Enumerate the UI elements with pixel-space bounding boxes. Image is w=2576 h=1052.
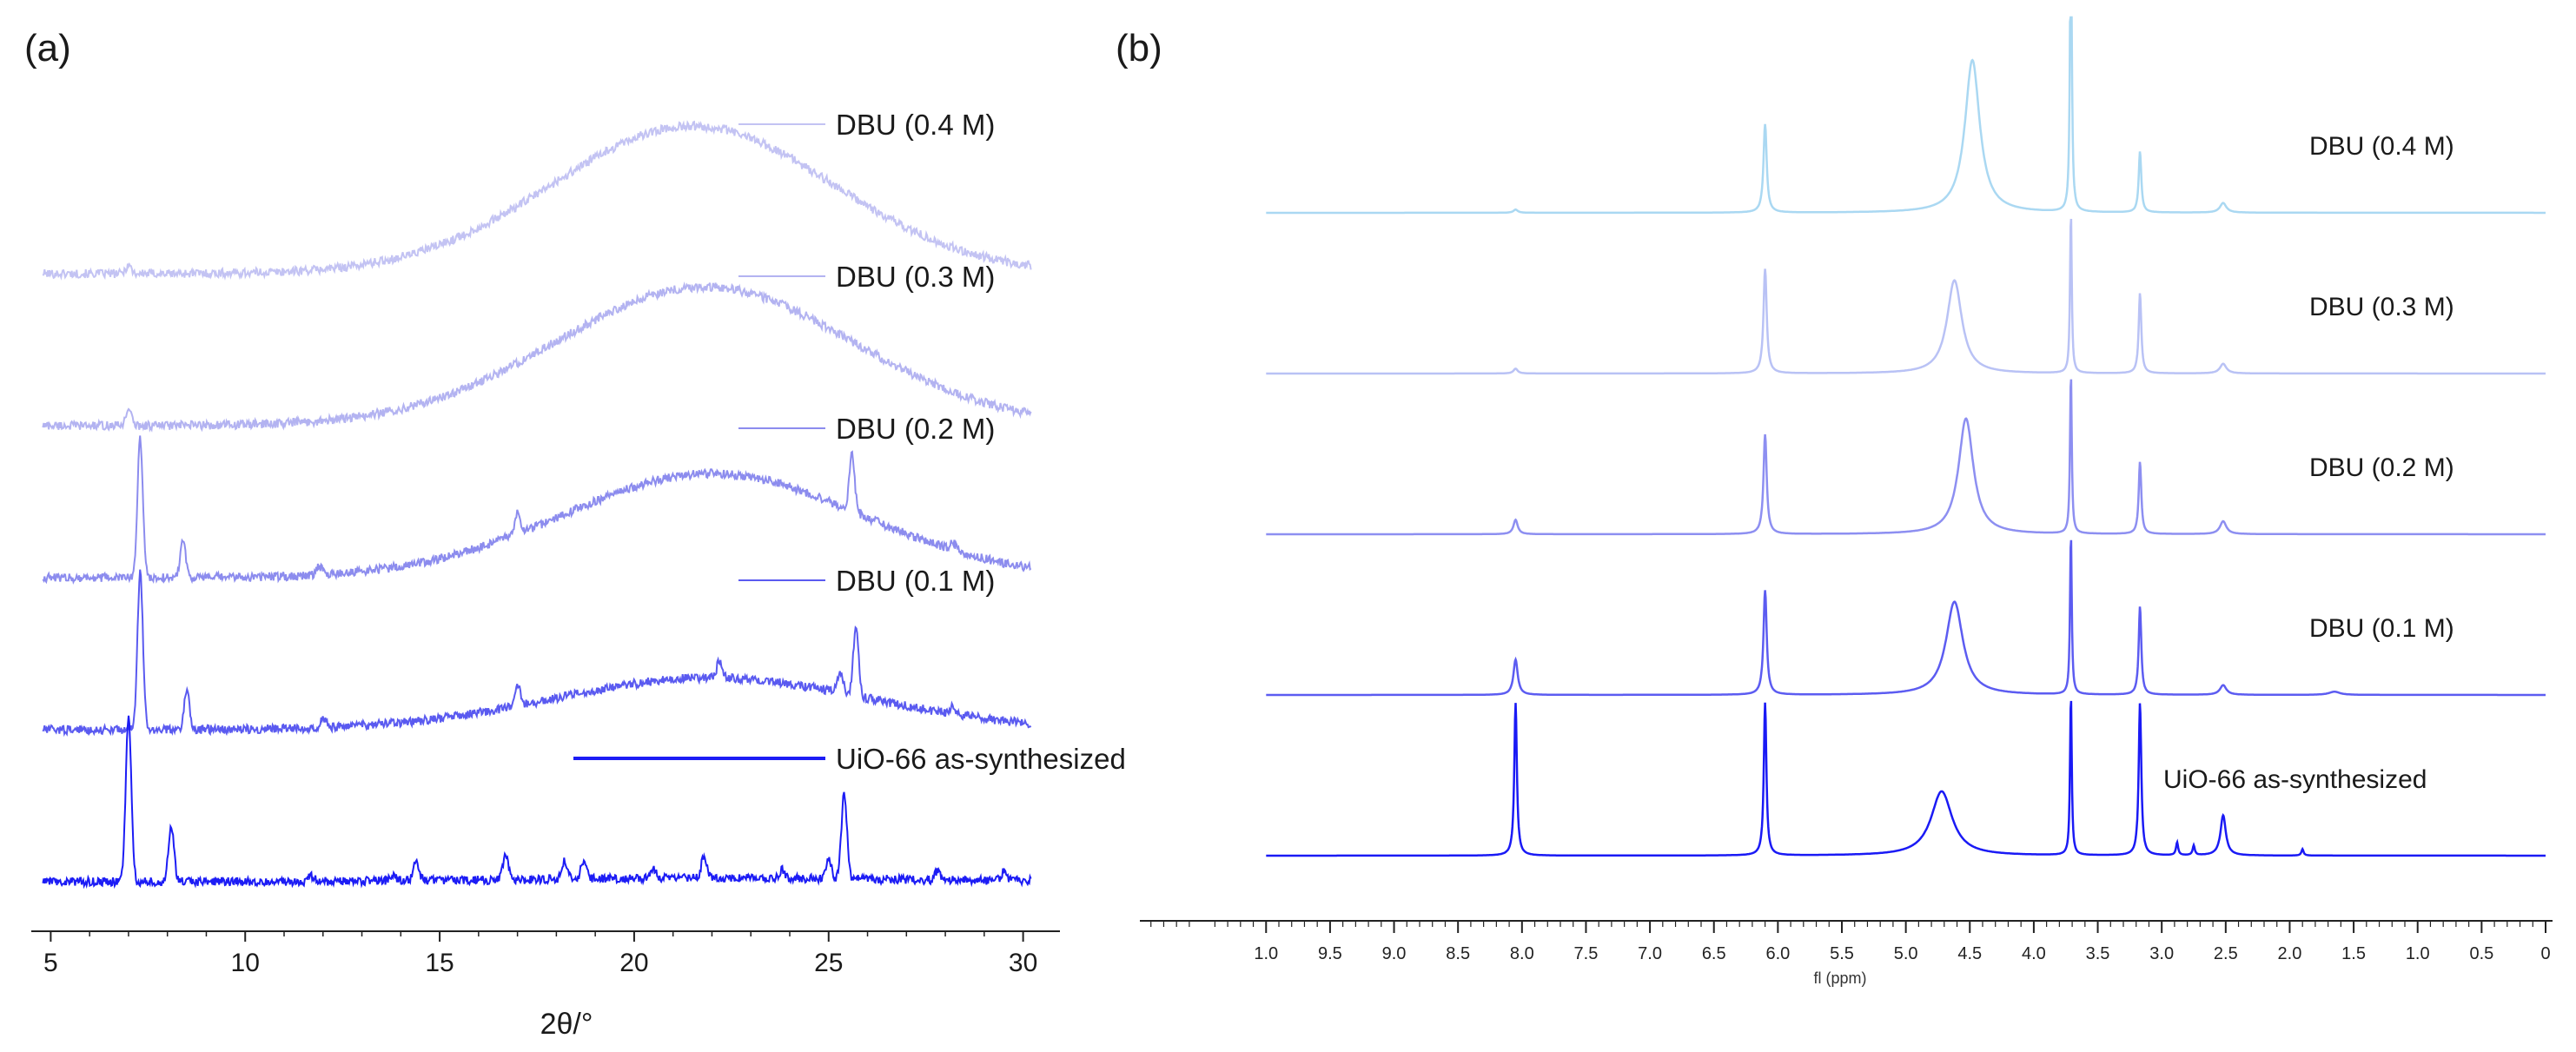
panel-a: (a) 5 10 15 20 25 30 DBU (0.4 M)DBU (0.3 M)DB…	[24, 27, 1126, 1041]
panel-a-legend: DBU (0.4 M) DBU (0.3 M) DBU (0.2 M) DBU (0.…	[573, 109, 1126, 775]
panel-b-legend-label: DBU (0.2 M)	[2309, 453, 2454, 482]
panel-b-series	[1266, 16, 2546, 857]
panel-b-tick-label: 9.5	[1318, 944, 1342, 963]
panel-b-tick-label: 3.5	[2086, 944, 2110, 963]
panel-b-tick-label: 1.0	[2406, 944, 2430, 963]
panel-a-label: (a)	[24, 27, 71, 69]
panel-b-tick-label: 9.0	[1382, 944, 1407, 963]
panel-b-legend: DBU (0.4 M) DBU (0.3 M) DBU (0.2 M) DBU (0.…	[2163, 132, 2454, 794]
panel-b-legend-label: DBU (0.4 M)	[2309, 132, 2454, 161]
panel-a-series	[42, 120, 1032, 890]
panel-b-trace	[1266, 16, 2546, 215]
panel-a-trace	[42, 715, 1032, 890]
panel-b-tick-label: 6.0	[1765, 944, 1790, 963]
panel-b-tick-label: 2.5	[2214, 944, 2238, 963]
panel-b-trace	[1266, 218, 2546, 375]
panel-b-tick-label: 8.5	[1446, 944, 1470, 963]
panel-b-tick-label: 8.0	[1510, 944, 1534, 963]
panel-a-tick-label: 10	[231, 949, 260, 977]
panel-a-legend-label: DBU (0.2 M)	[836, 413, 995, 445]
panel-b-tick-label: 1.5	[2341, 944, 2366, 963]
panel-b-legend-label: DBU (0.1 M)	[2309, 614, 2454, 643]
panel-a-tick-label: 15	[425, 949, 454, 977]
panel-b-tick-label: 0.5	[2469, 944, 2493, 963]
panel-b-trace	[1266, 700, 2546, 857]
panel-a-legend-label: UiO-66 as-synthesized	[836, 743, 1126, 775]
panel-a-tick-label: 20	[619, 949, 648, 977]
panel-b-legend-label: UiO-66 as-synthesized	[2163, 765, 2427, 794]
panel-a-legend-label: DBU (0.4 M)	[836, 109, 995, 141]
panel-b-x-ticks: 1.0 9.5 9.0 8.5 8.0 7.5 7.0 6.5 6.0 5.5 5.0 4.5 4.0 3…	[1150, 921, 2551, 963]
panel-b-tick-label: 1.0	[1254, 944, 1278, 963]
panel-a-x-ticks: 5 10 15 20 25 30	[43, 931, 1037, 977]
panel-b-tick-label: 4.0	[2022, 944, 2046, 963]
panel-a-trace	[42, 435, 1032, 585]
panel-b-tick-label: 3.0	[2149, 944, 2174, 963]
panel-b-trace	[1266, 379, 2546, 536]
panel-a-x-label: 2θ/°	[540, 1008, 593, 1041]
panel-b-tick-label: 7.5	[1574, 944, 1599, 963]
panel-a-tick-label: 5	[43, 949, 58, 977]
panel-a-legend-label: DBU (0.3 M)	[836, 261, 995, 293]
panel-b-tick-label: 4.5	[1957, 944, 1982, 963]
panel-a-tick-label: 25	[814, 949, 843, 977]
panel-a-trace	[42, 569, 1032, 738]
panel-b-tick-label: 5.0	[1894, 944, 1918, 963]
panel-a-trace	[42, 120, 1032, 281]
panel-a-trace	[42, 281, 1032, 433]
panel-b-tick-label: 2.0	[2278, 944, 2302, 963]
panel-a-legend-label: DBU (0.1 M)	[836, 565, 995, 597]
panel-b-trace	[1266, 539, 2546, 697]
panel-b: (b) 1.0 9.5 9.0 8.5 8.0 7.5 7.0 6.5 6.0 5.5 5.0 4.5…	[1116, 16, 2553, 987]
panel-b-x-label: fl (ppm)	[1813, 969, 1866, 987]
panel-b-legend-label: DBU (0.3 M)	[2309, 293, 2454, 321]
panel-b-tick-label: 6.5	[1702, 944, 1726, 963]
panel-b-tick-label: 7.0	[1638, 944, 1662, 963]
panel-b-label: (b)	[1116, 27, 1162, 69]
panel-a-tick-label: 30	[1009, 949, 1037, 977]
panel-b-tick-label: 0	[2540, 944, 2550, 963]
panel-b-tick-label: 5.5	[1830, 944, 1854, 963]
